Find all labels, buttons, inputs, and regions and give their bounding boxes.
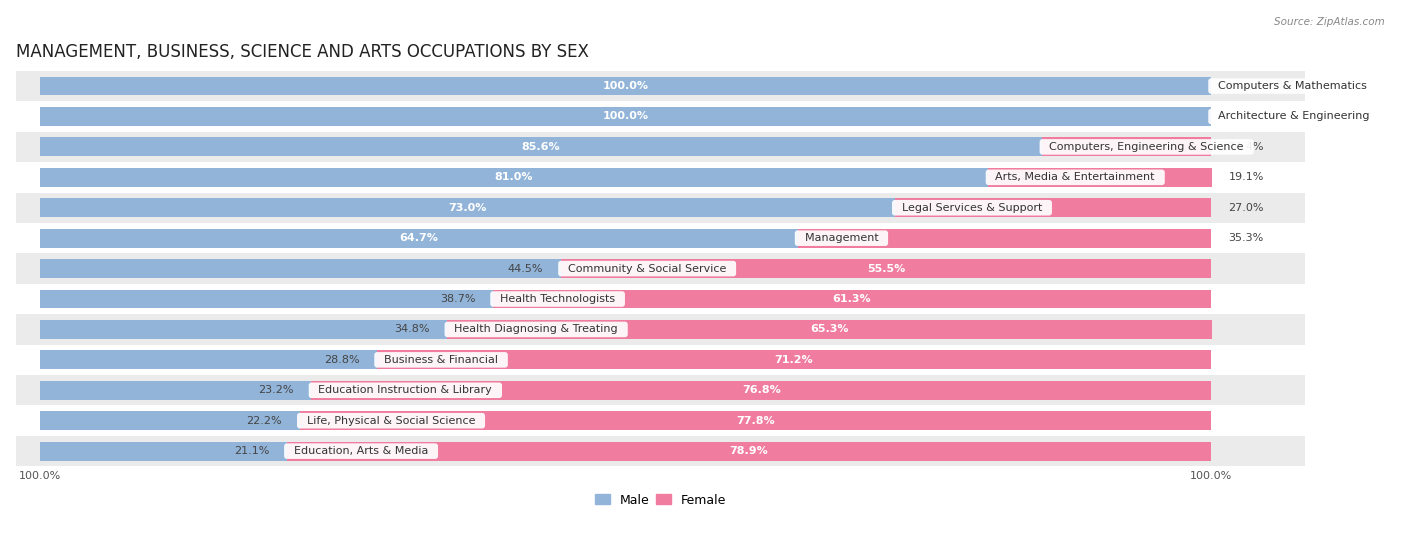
Text: 38.7%: 38.7% [440, 294, 475, 304]
Bar [39, 107, 1211, 126]
Text: 85.6%: 85.6% [522, 142, 561, 152]
Bar [17, 101, 1305, 132]
Text: 19.1%: 19.1% [1229, 172, 1264, 182]
Bar [17, 223, 1305, 253]
Text: Education Instruction & Library: Education Instruction & Library [312, 385, 499, 395]
Legend: Male, Female: Male, Female [591, 489, 731, 511]
Bar [17, 162, 1305, 192]
Bar [39, 198, 894, 217]
Bar [17, 405, 1305, 436]
Text: Life, Physical & Social Science: Life, Physical & Social Science [299, 416, 482, 426]
Text: 22.2%: 22.2% [246, 416, 283, 426]
Bar [894, 198, 1211, 217]
Bar [494, 290, 1211, 309]
Bar [17, 192, 1305, 223]
Bar [17, 71, 1305, 101]
Text: 27.0%: 27.0% [1229, 203, 1264, 213]
Text: 21.1%: 21.1% [233, 446, 270, 456]
Text: 28.8%: 28.8% [323, 355, 360, 365]
Text: Community & Social Service: Community & Social Service [561, 264, 734, 273]
Text: 64.7%: 64.7% [399, 233, 439, 243]
Text: MANAGEMENT, BUSINESS, SCIENCE AND ARTS OCCUPATIONS BY SEX: MANAGEMENT, BUSINESS, SCIENCE AND ARTS O… [17, 43, 589, 61]
Text: 44.5%: 44.5% [508, 264, 543, 273]
Bar [17, 132, 1305, 162]
Text: 77.8%: 77.8% [737, 416, 775, 426]
Bar [39, 290, 494, 309]
Bar [39, 168, 988, 187]
Bar [39, 350, 377, 369]
Text: Computers & Mathematics: Computers & Mathematics [1211, 81, 1374, 91]
Bar [39, 77, 1211, 96]
Bar [17, 375, 1305, 405]
Bar [447, 320, 1212, 339]
Bar [17, 284, 1305, 314]
Text: 35.3%: 35.3% [1229, 233, 1264, 243]
Bar [39, 138, 1042, 157]
Bar [17, 253, 1305, 284]
Text: 73.0%: 73.0% [449, 203, 486, 213]
Bar [299, 411, 1211, 430]
Text: Computers, Engineering & Science: Computers, Engineering & Science [1042, 142, 1251, 152]
Text: 14.4%: 14.4% [1229, 142, 1264, 152]
Text: 65.3%: 65.3% [810, 324, 849, 334]
Text: 100.0%: 100.0% [602, 111, 648, 121]
Text: 76.8%: 76.8% [742, 385, 780, 395]
Text: 71.2%: 71.2% [775, 355, 814, 365]
Bar [17, 314, 1305, 345]
Text: 100.0%: 100.0% [602, 81, 648, 91]
Bar [39, 320, 447, 339]
Text: Source: ZipAtlas.com: Source: ZipAtlas.com [1274, 17, 1385, 27]
Bar [312, 381, 1211, 400]
Text: Education, Arts & Media: Education, Arts & Media [287, 446, 436, 456]
Text: 23.2%: 23.2% [259, 385, 294, 395]
Bar [377, 350, 1211, 369]
Text: 78.9%: 78.9% [730, 446, 768, 456]
Text: 61.3%: 61.3% [832, 294, 872, 304]
Text: 81.0%: 81.0% [495, 172, 533, 182]
Text: 55.5%: 55.5% [868, 264, 905, 273]
Text: Architecture & Engineering: Architecture & Engineering [1211, 111, 1376, 121]
Text: Business & Financial: Business & Financial [377, 355, 505, 365]
Text: Management: Management [797, 233, 886, 243]
Bar [39, 259, 561, 278]
Bar [39, 229, 797, 248]
Bar [39, 442, 287, 461]
Bar [39, 411, 299, 430]
Bar [988, 168, 1212, 187]
Bar [1042, 138, 1211, 157]
Text: Legal Services & Support: Legal Services & Support [894, 203, 1049, 213]
Text: 34.8%: 34.8% [394, 324, 430, 334]
Bar [287, 442, 1211, 461]
Text: Health Technologists: Health Technologists [494, 294, 623, 304]
Bar [17, 436, 1305, 466]
Bar [797, 229, 1211, 248]
Text: Health Diagnosing & Treating: Health Diagnosing & Treating [447, 324, 626, 334]
Bar [17, 345, 1305, 375]
Text: Arts, Media & Entertainment: Arts, Media & Entertainment [988, 172, 1161, 182]
Bar [39, 381, 312, 400]
Bar [561, 259, 1211, 278]
